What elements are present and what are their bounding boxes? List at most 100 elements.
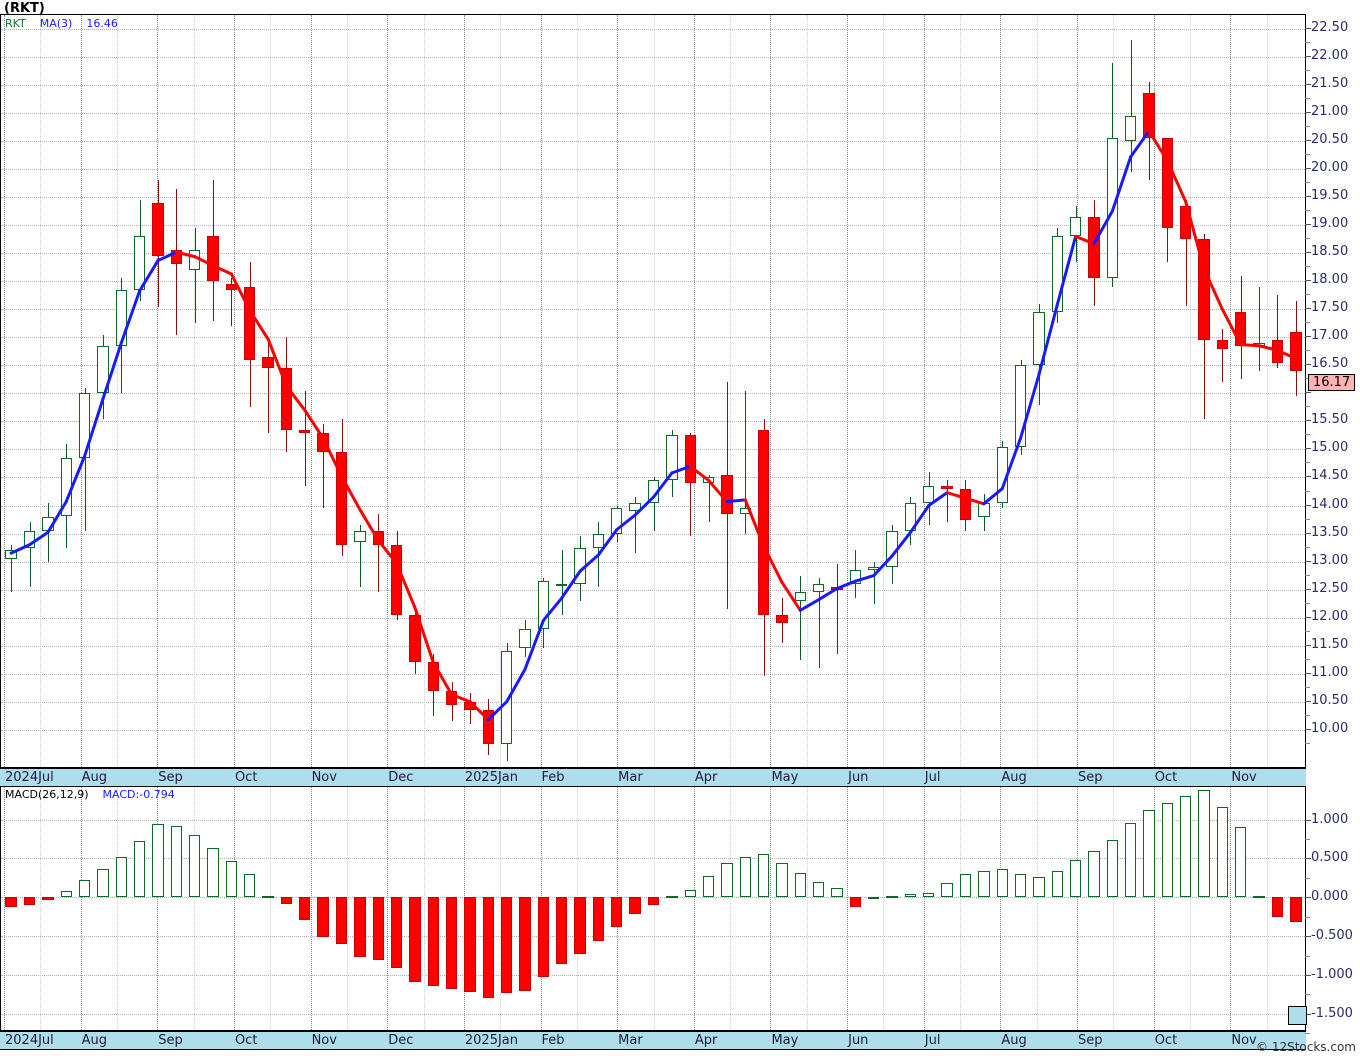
price-gridline-h [1,365,1305,367]
price-gridline-h [1,561,1305,563]
macd-histogram-bar [794,873,806,898]
candle-body [959,488,972,520]
x-axis-label-price: Feb [541,770,565,785]
y-axis-label-price: 20.50 [1311,132,1349,148]
candle-body [1069,216,1082,237]
candle-body [1051,236,1063,313]
x-axis-label-price: Aug [81,770,108,785]
y-axis-tick-price [1305,532,1311,534]
price-gridline-h [1,141,1305,143]
y-axis-label-macd: -0.500 [1311,928,1353,944]
y-axis-minor-tick-price [1305,490,1310,492]
y-axis-tick-price [1305,616,1311,618]
price-gridline-h [1,169,1305,171]
candle-body [776,614,788,624]
y-axis-label-price: 16.50 [1311,356,1349,372]
x-axis-label-macd: May [771,1033,799,1048]
y-axis-label-price: 19.00 [1311,216,1349,232]
y-axis-label-price: 18.50 [1311,244,1349,260]
candle-body [886,530,898,568]
y-axis-tick-macd [1305,897,1311,899]
y-axis-minor-tick-price [1305,686,1310,688]
macd-histogram-bar [23,897,36,906]
minor-gridline-v [346,787,348,1030]
minor-gridline-v [423,787,425,1030]
macd-histogram-bar [611,897,623,927]
candle-body [464,701,476,711]
y-axis-label-price: 13.50 [1311,524,1349,540]
minor-gridline-v [653,15,655,767]
x-axis-label-price: Aug [1001,770,1027,785]
y-axis-tick-price [1305,672,1311,674]
minor-gridline-v [883,15,885,767]
candle-body [794,592,806,601]
price-gridline-v [80,15,82,767]
minor-gridline-v [653,787,655,1030]
candle-body [537,581,550,629]
y-axis-label-price: 22.50 [1311,20,1349,35]
y-axis-tick-price [1305,28,1311,29]
macd-gridline-v [310,787,312,1030]
candle-body [812,584,825,593]
macd-histogram-bar [978,870,990,898]
y-axis-minor-tick-macd [1305,955,1310,957]
price-gridline-v [923,15,925,767]
y-axis-minor-tick-price [1305,266,1310,268]
macd-histogram-bar [170,825,183,898]
macd-histogram-bar [115,856,127,898]
macd-histogram-bar [831,888,843,898]
x-axis-label-price: Oct [234,770,258,785]
y-axis-label-price: 14.50 [1311,468,1349,484]
candle-body [556,584,568,586]
candle-body [1235,312,1247,346]
macd-histogram-bar [1290,897,1302,923]
y-axis-tick-price [1305,448,1311,450]
macd-histogram-bar [60,891,72,898]
minor-gridline-v [806,787,808,1030]
macd-gridline-v [80,787,82,1030]
candle-body [1253,342,1265,346]
price-legend-symbol: RKT [5,17,26,30]
candle-wick [800,575,801,660]
y-axis-minor-tick-price [1305,574,1310,576]
macd-histogram-bar [996,869,1008,898]
y-axis-minor-tick-price [1305,546,1310,548]
price-gridline-h [1,85,1305,87]
y-axis-tick-price [1305,560,1311,562]
minor-gridline-v [1036,787,1038,1030]
y-axis-tick-price [1305,644,1311,646]
price-gridline-v [387,15,389,767]
y-axis-tick-price [1305,420,1311,422]
y-axis-minor-tick-price [1305,630,1310,632]
candle-body [996,446,1008,503]
candle-body [299,429,311,433]
x-axis-label-macd: Dec [388,1033,414,1048]
y-axis-tick-price [1305,252,1311,254]
macd-histogram-bar [1069,860,1082,898]
macd-histogram-bar [574,897,586,955]
minor-gridline-v [116,787,118,1030]
macd-histogram-bar [941,883,953,898]
y-axis-tick-price [1305,224,1311,226]
y-axis-tick-macd [1305,819,1311,821]
candle-body [225,284,238,290]
candle-body [115,289,127,346]
candle-body [317,432,329,453]
candle-body [684,435,696,484]
y-axis-minor-tick-price [1305,742,1310,744]
y-axis-minor-tick-price [1305,42,1310,44]
y-axis-tick-price [1305,56,1311,58]
x-axis-label-macd: Aug [1001,1033,1027,1048]
macd-gridline-v [233,787,235,1030]
candle-body [868,567,880,570]
candle-body [409,614,421,663]
price-gridline-h [1,225,1305,227]
candle-body [1014,365,1027,447]
y-axis-minor-tick-price [1305,518,1310,520]
candle-body [354,530,366,542]
candle-body [702,477,715,484]
minor-gridline-v [500,15,502,767]
y-axis-label-price: 22.00 [1311,48,1349,64]
x-axis-label-price: Jun [848,770,869,785]
candle-body [831,586,843,590]
